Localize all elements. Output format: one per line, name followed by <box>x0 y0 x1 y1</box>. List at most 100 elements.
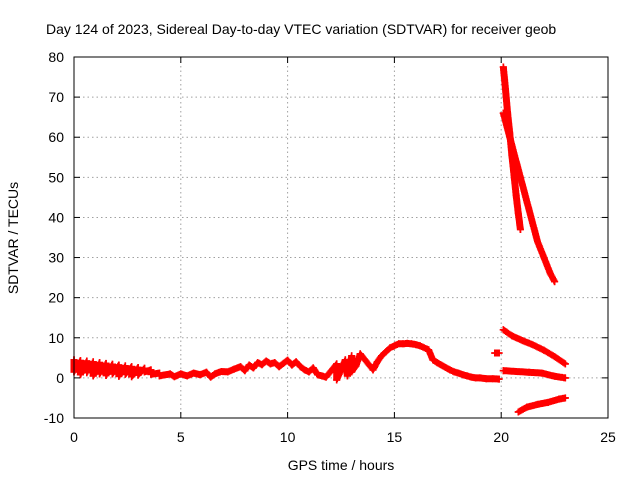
data-point <box>512 367 520 375</box>
data-point <box>499 326 507 334</box>
data-point <box>134 371 142 379</box>
data-point <box>489 375 497 383</box>
data-point <box>333 376 341 384</box>
x-tick-label: 15 <box>387 429 403 445</box>
y-tick-label: -10 <box>44 410 64 426</box>
data-point <box>459 371 467 379</box>
data-point <box>76 357 84 365</box>
series-late-flat-trace <box>499 367 569 382</box>
data-point <box>166 370 174 378</box>
data-point <box>442 363 450 371</box>
data-point <box>343 372 351 380</box>
data-point <box>508 332 516 340</box>
data-point <box>512 191 520 199</box>
data-point <box>450 368 458 376</box>
data-point <box>348 368 356 376</box>
y-tick-label: 10 <box>48 330 64 346</box>
data-point <box>382 348 390 356</box>
data-point <box>356 350 364 358</box>
data-point <box>514 209 522 217</box>
data-point <box>337 366 345 374</box>
y-tick-label: 40 <box>48 209 64 225</box>
data-point <box>407 340 415 348</box>
data-point <box>170 373 178 381</box>
data-point <box>516 173 524 181</box>
data-point <box>551 353 559 361</box>
data-point <box>102 359 110 367</box>
data-point <box>76 371 84 379</box>
grid-lines <box>74 57 608 418</box>
data-point <box>155 372 163 380</box>
chart-title: Day 124 of 2023, Sidereal Day-to-day VTE… <box>46 21 556 37</box>
data-point <box>279 359 287 367</box>
data-point <box>115 361 123 369</box>
data-point <box>301 366 309 374</box>
data-point <box>499 63 507 71</box>
tick-labels: 0 5 10 15 20 25 -10 0 10 20 30 40 50 60 70 80 <box>44 49 616 445</box>
data-point <box>230 365 238 373</box>
y-tick-label: 20 <box>48 290 64 306</box>
data-point <box>275 363 283 371</box>
data-point <box>467 373 475 381</box>
data-point <box>514 408 522 416</box>
data-point-trail <box>499 326 569 368</box>
data-point <box>115 372 123 380</box>
data-point <box>237 363 245 371</box>
data-point <box>538 369 546 377</box>
data-point <box>267 360 275 368</box>
data-point-trail <box>514 394 569 416</box>
x-tick-label: 5 <box>177 429 185 445</box>
data-point <box>499 367 507 375</box>
data-point <box>121 370 129 378</box>
data-point <box>292 358 300 366</box>
data-point <box>454 369 462 377</box>
data-point <box>245 361 253 369</box>
data-point <box>508 141 516 149</box>
data-point <box>352 362 360 370</box>
data-point <box>211 370 219 378</box>
data-point <box>83 357 91 365</box>
data-point <box>546 270 554 278</box>
series-isolated-segment <box>491 349 503 357</box>
data-point <box>140 368 148 376</box>
data-point <box>207 373 215 381</box>
data-point <box>217 367 225 375</box>
x-tick-label: 25 <box>600 429 616 445</box>
data-point <box>386 344 394 352</box>
x-tick-label: 0 <box>70 429 78 445</box>
data-point <box>224 368 232 376</box>
data-point <box>288 361 296 369</box>
data-point <box>254 359 262 367</box>
data-point <box>378 352 386 360</box>
data-point <box>262 357 270 365</box>
data-point <box>544 398 552 406</box>
y-tick-label: 80 <box>48 49 64 65</box>
data-point <box>534 238 542 246</box>
data-point <box>433 359 441 367</box>
data-point <box>390 342 398 350</box>
data-point <box>190 369 198 377</box>
data-point <box>89 358 97 366</box>
axis-ticks <box>73 56 609 419</box>
data-point <box>446 366 454 374</box>
data-point <box>134 363 142 371</box>
data-point <box>476 374 484 382</box>
data-point <box>196 371 204 379</box>
data-point <box>373 358 381 366</box>
data-point <box>525 205 533 213</box>
data-point <box>102 371 110 379</box>
data-point <box>183 372 191 380</box>
data-point <box>318 372 326 380</box>
data-point <box>369 366 377 374</box>
data-point <box>540 346 548 354</box>
x-axis-label: GPS time / hours <box>288 457 395 473</box>
data-points <box>70 63 569 416</box>
data-point <box>305 368 313 376</box>
data-point-trail <box>499 367 569 382</box>
data-point <box>121 362 129 370</box>
data-point <box>561 394 569 402</box>
data-point <box>83 369 91 377</box>
series-main-daily-band <box>70 339 503 384</box>
y-tick-label: 30 <box>48 250 64 266</box>
